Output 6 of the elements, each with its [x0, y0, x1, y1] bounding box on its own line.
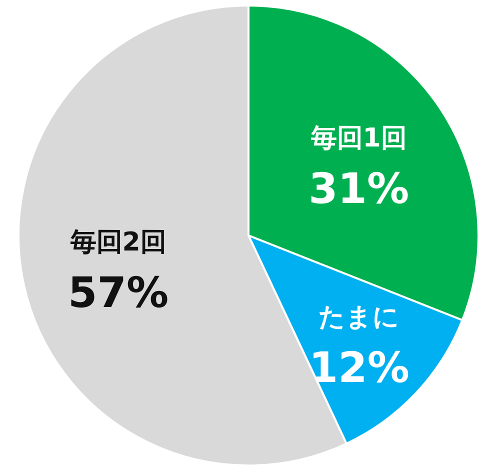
slice-label: 毎回2回: [69, 228, 166, 258]
slice-label: 毎回1回: [310, 124, 407, 154]
slice-label: たまに: [318, 302, 400, 332]
data-label: 57%: [68, 268, 169, 318]
data-label: 12%: [308, 342, 410, 392]
data-label: 31%: [308, 164, 410, 214]
